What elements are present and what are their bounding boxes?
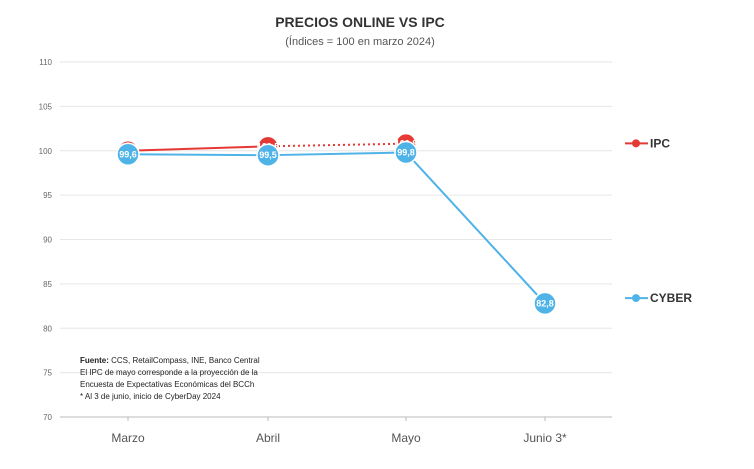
legend-marker — [632, 139, 640, 148]
source-note: Fuente: CCS, RetailCompass, INE, Banco C… — [80, 356, 260, 365]
x-tick-label: Junio 3* — [523, 431, 567, 445]
data-label: 99,8 — [397, 148, 415, 158]
legend: IPC CYBER — [625, 136, 692, 305]
data-label: 99,6 — [119, 149, 137, 159]
y-tick-label: 75 — [43, 369, 52, 378]
data-point — [116, 142, 140, 167]
y-tick-label: 85 — [43, 280, 52, 289]
y-tick-label: 90 — [43, 236, 52, 245]
series-line-segment — [267, 142, 407, 148]
x-tick-label: Marzo — [111, 431, 145, 445]
series-cyber: 99,6 99,5 99,8 82,8 — [116, 140, 557, 316]
data-label: 99,5 — [259, 150, 277, 160]
chart-subtitle: (Índices = 100 en marzo 2024) — [285, 35, 435, 48]
source-label: Fuente: — [80, 356, 109, 365]
y-tick-label: 110 — [39, 58, 52, 67]
x-tick-label: Abril — [256, 431, 280, 445]
series-line-segment — [127, 153, 269, 157]
series-line-segment — [127, 145, 269, 152]
y-tick-label: 95 — [43, 191, 52, 200]
data-point — [394, 140, 418, 165]
y-tick-label: 105 — [39, 102, 53, 111]
data-point — [533, 291, 557, 316]
chart-title: PRECIOS ONLINE VS IPC — [275, 14, 445, 30]
series-line-segment — [267, 151, 407, 157]
note-line-3: * Al 3 de junio, inicio de CyberDay 2024 — [80, 392, 221, 401]
chart-notes: Fuente: CCS, RetailCompass, INE, Banco C… — [80, 356, 260, 401]
source-text: CCS, RetailCompass, INE, Banco Central — [109, 356, 260, 365]
legend-marker — [632, 294, 640, 303]
series-line-segment — [405, 151, 546, 305]
note-line-1: El IPC de mayo corresponde a la proyecci… — [80, 368, 258, 377]
x-tick-label: Mayo — [391, 431, 421, 445]
legend-label-cyber: CYBER — [650, 291, 692, 305]
legend-label-ipc: IPC — [650, 136, 670, 150]
y-tick-label: 80 — [43, 324, 52, 333]
y-tick-label: 70 — [43, 413, 52, 422]
x-axis: Marzo Abril Mayo Junio 3* — [111, 417, 567, 445]
note-line-2: Encuesta de Expectativas Económicas del … — [80, 380, 254, 389]
data-label: 82,8 — [536, 298, 554, 308]
y-tick-label: 100 — [39, 147, 53, 156]
y-axis: 70 75 80 85 90 95 100 105 110 — [39, 58, 53, 422]
data-point — [256, 143, 280, 167]
